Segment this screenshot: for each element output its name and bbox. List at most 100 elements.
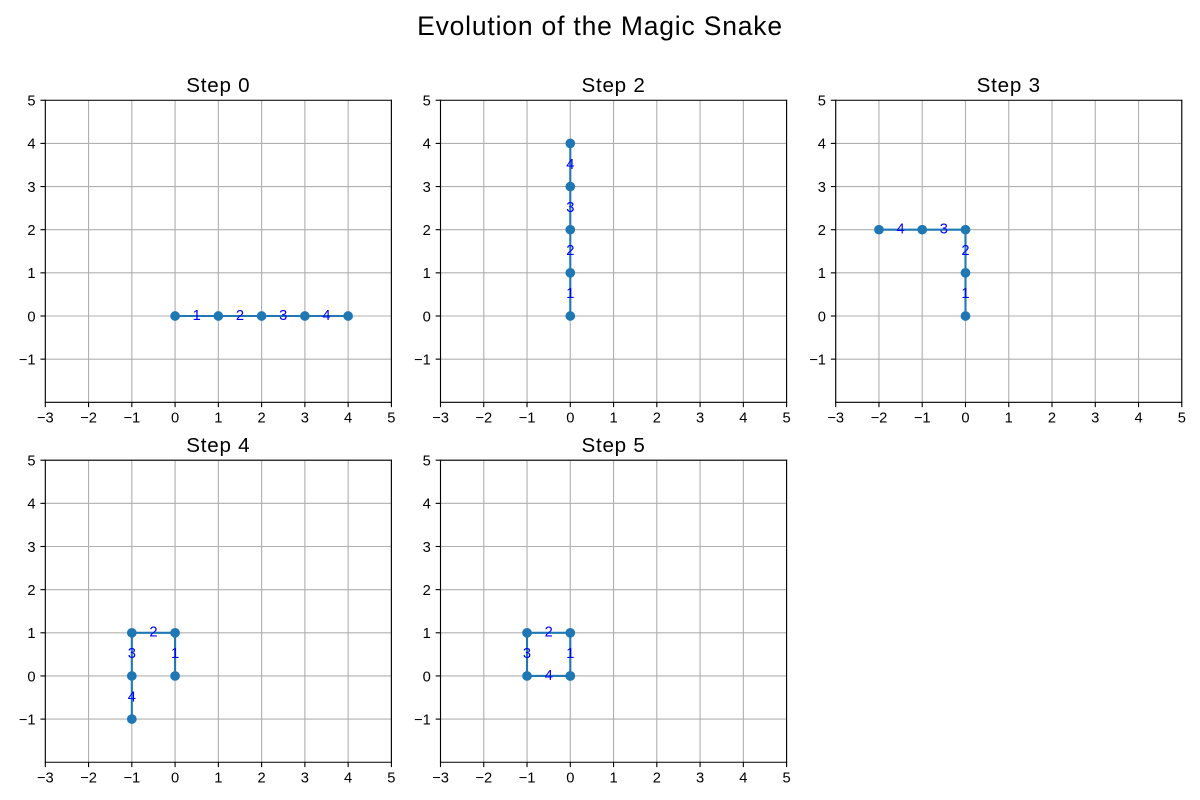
- svg-text:−2: −2: [80, 411, 97, 427]
- svg-text:4: 4: [423, 497, 431, 513]
- svg-text:2: 2: [961, 243, 969, 259]
- svg-text:Step 5: Step 5: [581, 434, 645, 457]
- svg-text:4: 4: [739, 411, 747, 427]
- svg-text:5: 5: [27, 454, 35, 470]
- svg-text:3: 3: [566, 200, 574, 216]
- svg-text:3: 3: [128, 646, 136, 662]
- svg-text:0: 0: [423, 669, 431, 685]
- svg-text:−2: −2: [475, 411, 492, 427]
- svg-text:2: 2: [653, 771, 661, 787]
- svg-text:5: 5: [818, 94, 826, 110]
- svg-text:5: 5: [783, 771, 791, 787]
- svg-text:1: 1: [566, 646, 574, 662]
- svg-text:5: 5: [387, 411, 395, 427]
- svg-text:2: 2: [27, 223, 35, 239]
- svg-text:−3: −3: [37, 771, 54, 787]
- svg-text:4: 4: [818, 137, 826, 153]
- svg-text:3: 3: [27, 180, 35, 196]
- svg-text:1: 1: [609, 771, 617, 787]
- svg-text:−1: −1: [19, 352, 36, 368]
- svg-text:1: 1: [818, 266, 826, 282]
- svg-text:0: 0: [961, 411, 969, 427]
- svg-text:2: 2: [566, 243, 574, 259]
- svg-text:−2: −2: [80, 771, 97, 787]
- svg-text:3: 3: [279, 308, 287, 324]
- svg-text:4: 4: [1134, 411, 1142, 427]
- svg-text:4: 4: [322, 308, 330, 324]
- svg-text:1: 1: [214, 771, 222, 787]
- svg-text:2: 2: [258, 411, 266, 427]
- svg-text:3: 3: [301, 411, 309, 427]
- svg-text:−1: −1: [914, 411, 931, 427]
- svg-text:2: 2: [545, 625, 553, 641]
- svg-text:1: 1: [609, 411, 617, 427]
- svg-text:1: 1: [961, 286, 969, 302]
- svg-text:4: 4: [739, 771, 747, 787]
- svg-text:3: 3: [423, 540, 431, 556]
- svg-text:3: 3: [940, 222, 948, 238]
- svg-text:5: 5: [1178, 411, 1186, 427]
- svg-text:4: 4: [27, 137, 35, 153]
- svg-text:0: 0: [27, 669, 35, 685]
- svg-text:0: 0: [171, 411, 179, 427]
- svg-text:1: 1: [27, 626, 35, 642]
- svg-text:3: 3: [1091, 411, 1099, 427]
- svg-text:4: 4: [344, 411, 352, 427]
- svg-text:0: 0: [566, 411, 574, 427]
- svg-text:−1: −1: [809, 352, 826, 368]
- svg-text:Step 3: Step 3: [977, 74, 1041, 97]
- svg-text:2: 2: [818, 223, 826, 239]
- svg-text:5: 5: [27, 94, 35, 110]
- svg-text:1: 1: [171, 646, 179, 662]
- svg-text:4: 4: [128, 689, 136, 705]
- svg-text:4: 4: [566, 157, 574, 173]
- svg-text:Step 4: Step 4: [186, 434, 250, 457]
- svg-text:3: 3: [423, 180, 431, 196]
- svg-text:−1: −1: [519, 771, 536, 787]
- svg-text:1: 1: [423, 626, 431, 642]
- svg-text:−3: −3: [37, 411, 54, 427]
- svg-text:2: 2: [1048, 411, 1056, 427]
- svg-text:0: 0: [566, 771, 574, 787]
- svg-text:3: 3: [696, 411, 704, 427]
- svg-text:−1: −1: [123, 771, 140, 787]
- svg-text:2: 2: [258, 771, 266, 787]
- svg-text:5: 5: [783, 411, 791, 427]
- svg-text:−3: −3: [432, 771, 449, 787]
- svg-text:4: 4: [423, 137, 431, 153]
- svg-text:3: 3: [301, 771, 309, 787]
- svg-text:2: 2: [423, 583, 431, 599]
- svg-text:0: 0: [171, 771, 179, 787]
- svg-text:4: 4: [545, 668, 553, 684]
- svg-text:1: 1: [1005, 411, 1013, 427]
- svg-text:−1: −1: [123, 411, 140, 427]
- svg-text:2: 2: [27, 583, 35, 599]
- svg-text:1: 1: [566, 286, 574, 302]
- svg-text:2: 2: [236, 308, 244, 324]
- svg-text:Step 0: Step 0: [186, 74, 250, 97]
- svg-text:−1: −1: [519, 411, 536, 427]
- svg-text:Step 2: Step 2: [581, 74, 645, 97]
- svg-text:0: 0: [818, 309, 826, 325]
- svg-text:5: 5: [423, 94, 431, 110]
- svg-text:0: 0: [27, 309, 35, 325]
- svg-text:4: 4: [27, 497, 35, 513]
- svg-text:5: 5: [423, 454, 431, 470]
- svg-text:1: 1: [214, 411, 222, 427]
- svg-text:−2: −2: [871, 411, 888, 427]
- svg-text:1: 1: [27, 266, 35, 282]
- svg-text:1: 1: [193, 308, 201, 324]
- svg-text:1: 1: [423, 266, 431, 282]
- svg-text:3: 3: [818, 180, 826, 196]
- svg-text:−3: −3: [827, 411, 844, 427]
- svg-text:Evolution of the Magic Snake: Evolution of the Magic Snake: [417, 11, 783, 41]
- svg-text:−1: −1: [414, 712, 431, 728]
- svg-text:3: 3: [696, 771, 704, 787]
- svg-text:5: 5: [387, 771, 395, 787]
- svg-text:2: 2: [653, 411, 661, 427]
- svg-text:4: 4: [897, 222, 905, 238]
- svg-text:−1: −1: [19, 712, 36, 728]
- svg-text:−3: −3: [432, 411, 449, 427]
- svg-text:3: 3: [27, 540, 35, 556]
- svg-text:2: 2: [423, 223, 431, 239]
